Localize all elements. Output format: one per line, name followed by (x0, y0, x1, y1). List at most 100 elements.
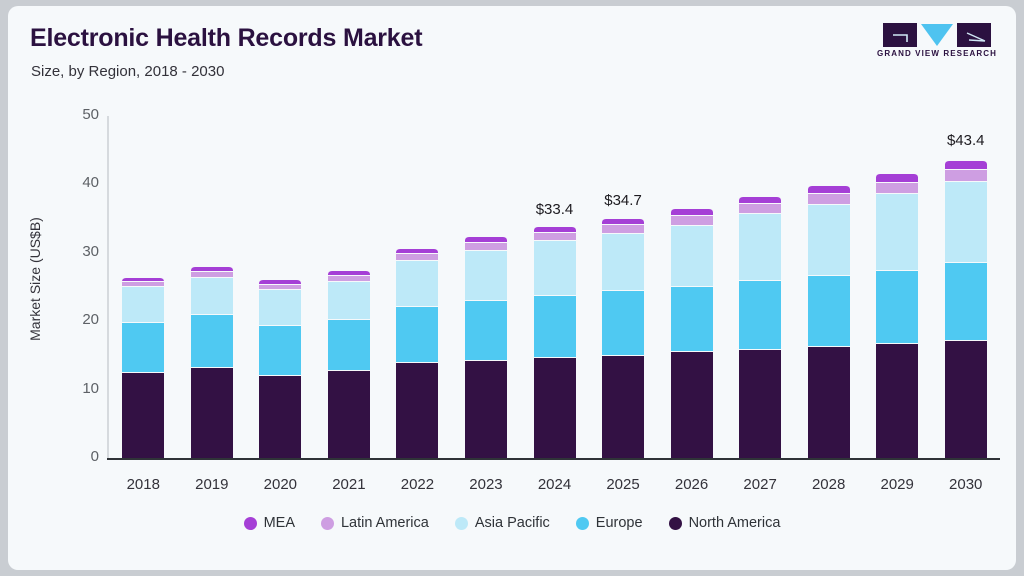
bar-segment-latin-america[interactable] (876, 181, 919, 194)
legend-swatch-icon (454, 516, 468, 530)
bar-segment-europe[interactable] (122, 321, 165, 372)
x-tick-label: 2023 (469, 476, 503, 493)
bar-segment-latin-america[interactable] (533, 232, 576, 241)
bar-segment-latin-america[interactable] (327, 274, 370, 281)
bar-segment-latin-america[interactable] (396, 252, 439, 261)
bar-segment-asia-pacific[interactable] (122, 286, 165, 322)
x-tick-label: 2024 (537, 476, 572, 493)
bar-segment-latin-america[interactable] (670, 215, 713, 225)
bar-2018[interactable] (122, 276, 165, 458)
bar-2028[interactable] (807, 185, 850, 458)
x-tick-label: 2026 (674, 476, 709, 493)
bar-2023[interactable] (464, 236, 507, 458)
bar-segment-mea[interactable] (190, 266, 233, 271)
bar-segment-north-america[interactable] (190, 367, 233, 458)
bar-segment-asia-pacific[interactable] (396, 260, 439, 307)
bar-segment-latin-america[interactable] (807, 192, 850, 204)
bar-segment-north-america[interactable] (944, 339, 987, 458)
logo-wordmark: GRAND VIEW RESEARCH (877, 49, 998, 58)
legend-item-asia-pacific[interactable]: Asia Pacific (454, 515, 550, 531)
bar-segment-asia-pacific[interactable] (876, 193, 919, 270)
bar-2020[interactable] (259, 279, 302, 458)
chart-card: Electronic Health Records Market Size, b… (8, 6, 1016, 570)
bar-segment-mea[interactable] (122, 276, 165, 281)
bar-segment-mea[interactable] (602, 217, 645, 225)
bar-2022[interactable] (396, 248, 439, 458)
bar-segment-mea[interactable] (464, 236, 507, 242)
bar-segment-north-america[interactable] (670, 351, 713, 458)
bar-segment-asia-pacific[interactable] (533, 240, 576, 296)
bar-segment-mea[interactable] (533, 226, 576, 233)
bar-segment-europe[interactable] (259, 324, 302, 375)
bar-segment-mea[interactable] (944, 159, 987, 169)
logo-monogram-icon (883, 23, 991, 47)
bar-segment-north-america[interactable] (464, 359, 507, 458)
bar-segment-north-america[interactable] (327, 370, 370, 458)
bar-2030[interactable] (944, 159, 987, 458)
legend-item-europe[interactable]: Europe (575, 515, 643, 531)
bar-segment-asia-pacific[interactable] (327, 280, 370, 320)
bar-2027[interactable] (739, 196, 782, 458)
bar-segment-latin-america[interactable] (259, 283, 302, 290)
bar-segment-asia-pacific[interactable] (464, 250, 507, 300)
bar-2019[interactable] (190, 266, 233, 458)
bar-segment-europe[interactable] (464, 300, 507, 360)
bar-segment-europe[interactable] (876, 269, 919, 344)
bar-segment-asia-pacific[interactable] (807, 203, 850, 276)
bar-segment-asia-pacific[interactable] (670, 224, 713, 287)
bar-segment-europe[interactable] (602, 290, 645, 355)
bar-segment-europe[interactable] (533, 295, 576, 358)
bar-2029[interactable] (876, 173, 919, 458)
bar-segment-north-america[interactable] (602, 354, 645, 458)
legend-item-mea[interactable]: MEA (243, 515, 295, 531)
bar-2026[interactable] (670, 208, 713, 458)
bar-segment-latin-america[interactable] (122, 280, 165, 287)
bar-segment-north-america[interactable] (396, 362, 439, 458)
bar-segment-mea[interactable] (807, 185, 850, 193)
bar-segment-europe[interactable] (190, 314, 233, 368)
x-tick-label: 2021 (332, 476, 366, 493)
bar-segment-latin-america[interactable] (190, 270, 233, 277)
bar-2021[interactable] (327, 269, 370, 458)
bar-segment-latin-america[interactable] (464, 241, 507, 251)
bar-segment-asia-pacific[interactable] (190, 276, 233, 315)
bar-segment-north-america[interactable] (739, 349, 782, 458)
bar-segment-europe[interactable] (739, 280, 782, 350)
bar-segment-north-america[interactable] (876, 343, 919, 458)
bar-segment-asia-pacific[interactable] (739, 213, 782, 281)
bar-segment-mea[interactable] (670, 208, 713, 216)
legend-label: North America (688, 515, 781, 531)
x-tick-label: 2029 (880, 476, 914, 493)
bar-segment-latin-america[interactable] (602, 224, 645, 233)
bar-segment-mea[interactable] (396, 248, 439, 253)
bar-2025[interactable] (602, 217, 645, 458)
legend-item-north-america[interactable]: North America (668, 515, 781, 531)
bar-value-label: $33.4 (535, 200, 574, 218)
y-tick-label: 0 (90, 448, 99, 465)
legend-item-latin-america[interactable]: Latin America (320, 515, 429, 531)
y-axis-line (107, 116, 109, 459)
bar-segment-europe[interactable] (807, 275, 850, 346)
bar-segment-north-america[interactable] (259, 374, 302, 458)
bar-segment-latin-america[interactable] (944, 168, 987, 181)
bar-2024[interactable] (533, 226, 576, 458)
bar-segment-mea[interactable] (327, 269, 370, 275)
bar-segment-north-america[interactable] (533, 357, 576, 458)
bar-segment-europe[interactable] (396, 306, 439, 363)
bar-segment-asia-pacific[interactable] (259, 289, 302, 325)
bar-segment-mea[interactable] (739, 196, 782, 203)
bar-segment-latin-america[interactable] (739, 202, 782, 214)
bar-segment-north-america[interactable] (807, 345, 850, 458)
bar-segment-europe[interactable] (670, 286, 713, 352)
bar-segment-asia-pacific[interactable] (944, 180, 987, 262)
bar-segment-europe[interactable] (327, 319, 370, 371)
bar-segment-mea[interactable] (876, 173, 919, 182)
x-tick-label: 2025 (606, 476, 640, 493)
chart-legend: MEA Latin America Asia Pacific Europe North … (8, 515, 1016, 531)
legend-label: Latin America (340, 515, 429, 531)
bar-segment-mea[interactable] (259, 279, 302, 284)
bar-segment-asia-pacific[interactable] (602, 232, 645, 291)
bar-segment-europe[interactable] (944, 261, 987, 340)
x-axis-line (107, 458, 1000, 460)
bar-segment-north-america[interactable] (122, 371, 165, 458)
